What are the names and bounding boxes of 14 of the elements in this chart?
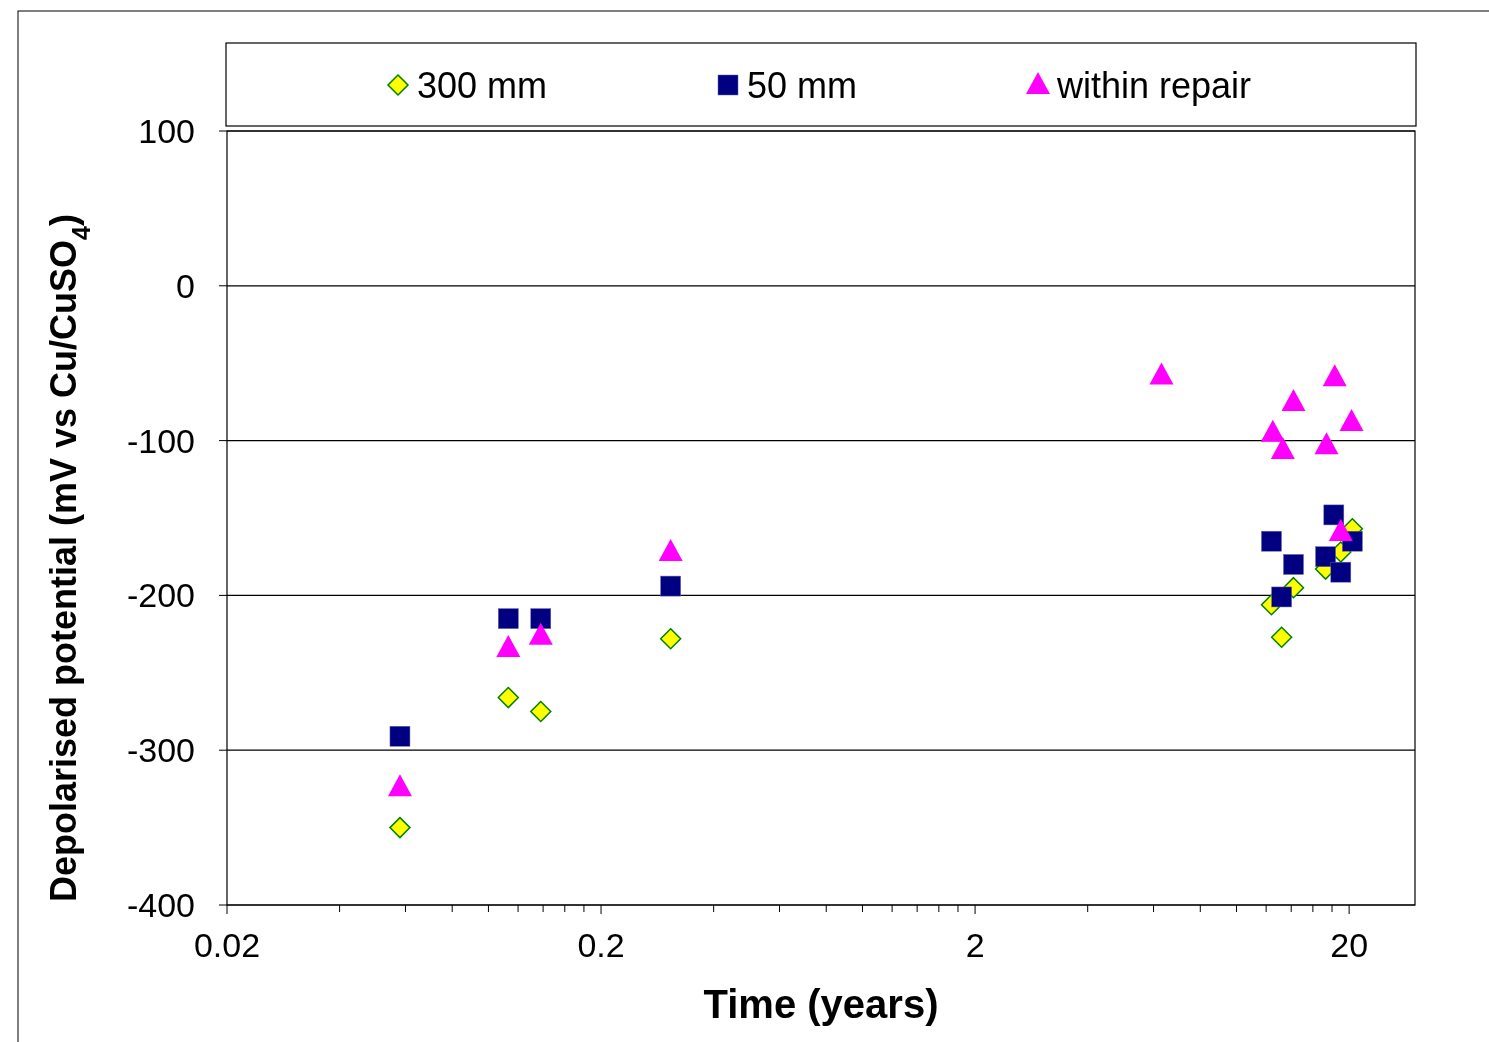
x-tick-label: 20 (1330, 926, 1369, 964)
x-tick-label: 0.2 (577, 926, 625, 964)
y-tick-label: -300 (126, 731, 195, 770)
x-tick-label: 2 (965, 926, 985, 964)
y-tick-label: 0 (176, 266, 195, 305)
x-tick-label: 0.02 (193, 926, 261, 964)
y-tick-label: -400 (126, 885, 195, 924)
y-tick-label: 100 (138, 111, 195, 150)
y-tick-label: -200 (126, 576, 195, 615)
x-axis-title: Time (years) (703, 982, 939, 1026)
legend-label: 300 mm (417, 64, 548, 106)
y-tick-label: -100 (126, 421, 195, 460)
legend-label: within repair (1056, 64, 1252, 106)
legend-label: 50 mm (747, 64, 858, 106)
